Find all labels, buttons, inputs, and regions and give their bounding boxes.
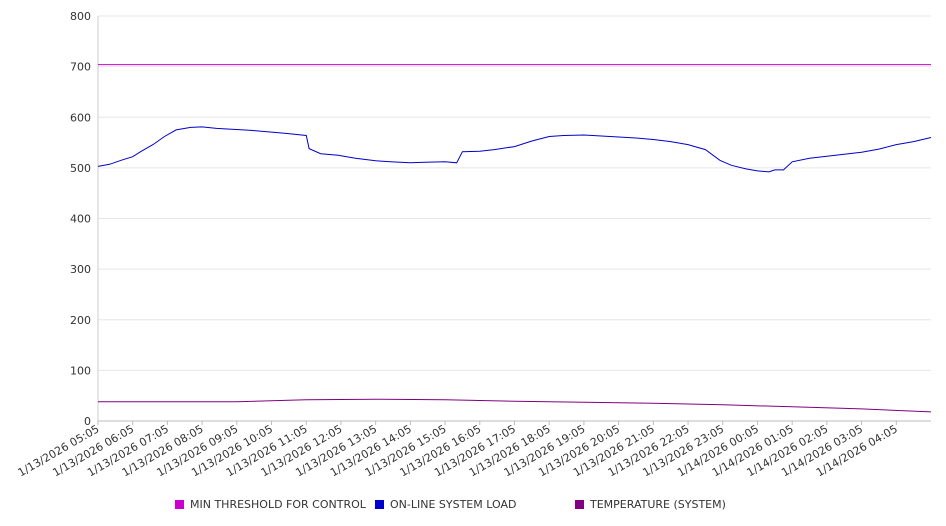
legend-item[interactable]: TEMPERATURE (SYSTEM) <box>575 498 726 511</box>
legend-swatch <box>375 500 384 509</box>
series-lines <box>97 64 932 413</box>
legend-item[interactable]: MIN THRESHOLD FOR CONTROL <box>175 498 366 511</box>
grid-lines <box>98 15 931 422</box>
y-tick-label: 500 <box>70 162 91 175</box>
y-tick-label: 0 <box>84 415 91 428</box>
y-tick-label: 600 <box>70 111 91 124</box>
legend-label: MIN THRESHOLD FOR CONTROL <box>190 498 366 511</box>
legend-label: TEMPERATURE (SYSTEM) <box>590 498 726 511</box>
y-tick-label: 200 <box>70 314 91 327</box>
series-line-2 <box>98 398 932 413</box>
y-tick-label: 400 <box>70 213 91 226</box>
x-axis: 1/13/2026 05:051/13/2026 06:051/13/2026 … <box>16 421 900 479</box>
legend-label: ON-LINE SYSTEM LOAD <box>390 498 517 511</box>
legend-swatch <box>175 500 184 509</box>
y-tick-label: 100 <box>70 364 91 377</box>
series-line-1 <box>97 126 932 173</box>
legend-swatch <box>575 500 584 509</box>
y-tick-label: 800 <box>70 10 91 23</box>
y-tick-label: 700 <box>70 61 91 74</box>
y-tick-label: 300 <box>70 263 91 276</box>
y-axis: 0 100 200 300 400 500 600 700 800 <box>70 10 99 428</box>
legend-item[interactable]: ON-LINE SYSTEM LOAD <box>375 498 516 511</box>
